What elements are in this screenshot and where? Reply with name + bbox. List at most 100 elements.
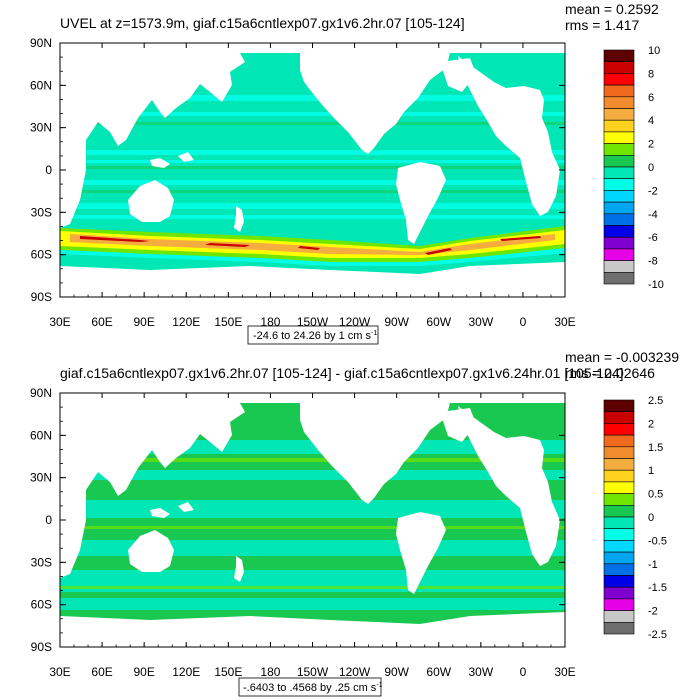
colorbar-label: 6 [648,92,654,104]
x-tick-label: 30E [554,665,575,679]
colorbar-swatch [603,493,635,506]
colorbar-swatch [603,423,635,436]
y-tick-label: 0 [45,163,52,177]
x-tick-label: 60W [426,665,451,679]
panel-title: giaf.c15a6cntlexp07.gx1v6.2hr.07 [105-12… [60,365,624,381]
x-tick-label: 90W [384,315,409,329]
y-tick-label: 60N [30,78,52,92]
map-field [60,43,565,297]
map-field [60,393,565,647]
colorbar-swatch [603,248,635,261]
range-box [238,677,382,697]
x-tick-label: 150W [297,665,329,679]
colorbar-label: 4 [648,115,654,127]
colorbar-swatch [603,516,635,529]
colorbar-label: 1.5 [648,442,663,454]
colorbar-swatch [603,610,635,623]
x-tick-label: 60E [91,665,112,679]
panel-difference: mean = -0.003239 rms = 0.02646 giaf.c15a… [30,349,679,697]
colorbar-swatch [603,504,635,518]
y-tick-label: 90N [30,36,52,50]
colorbar-label: -10 [648,279,664,291]
x-tick-label: 30W [468,665,493,679]
x-tick-label: 90E [133,315,154,329]
colorbar-swatch [603,411,635,424]
x-tick-label: 150E [214,315,242,329]
x-tick-label: 90E [133,665,154,679]
colorbar-label: 0 [648,512,654,524]
y-tick-label: 60S [31,248,52,262]
y-tick-label: 90N [30,386,52,400]
y-tick-label: 90S [31,640,52,654]
colorbar-swatch [603,458,635,471]
colorbar-swatch [603,236,635,250]
x-tick-label: 120W [339,315,371,329]
colorbar-swatch [603,61,635,74]
colorbar-label: -1 [648,559,658,571]
colorbar: 10 8 6 4 2 0 -2 -4 -6 -8 -10 [603,45,664,291]
colorbar-swatch [603,481,635,494]
x-tick-label: 120E [172,315,200,329]
colorbar-swatch [603,73,635,86]
acc-band [60,226,565,266]
colorbar-label: 2.5 [648,395,663,407]
colorbar-swatch [603,540,635,553]
colorbar-label: 0.5 [648,489,663,501]
panel-uvel: UVEL at z=1573.9m, giaf.c15a6cntlexp07.g… [30,1,664,345]
colorbar-swatch [603,119,635,133]
colorbar-label: -1.5 [648,582,667,594]
colorbar-swatch [603,155,635,168]
colorbar-swatch [603,563,635,576]
panel-title: UVEL at z=1573.9m, giaf.c15a6cntlexp07.g… [60,15,465,31]
colorbar-swatch [603,598,635,611]
x-tick-label: 180 [260,315,280,329]
colorbar-swatch [603,49,635,62]
y-tick-label: 30S [31,205,52,219]
x-tick-label: 30E [554,315,575,329]
range-box [247,325,379,345]
x-tick-label: 0 [520,665,527,679]
colorbar-swatch [603,178,635,191]
y-tick-label: 30N [30,121,52,135]
y-tick-label: 90S [31,290,52,304]
colorbar-swatch [603,399,635,412]
colorbar-swatch [603,271,635,285]
colorbar-swatch [603,108,635,121]
x-tick-label: 150W [297,315,329,329]
colorbar-label: -2 [648,185,658,197]
x-tick-label: 30W [468,315,493,329]
colorbar-label: 10 [648,45,660,57]
colorbar-swatch [603,96,635,109]
colorbar-label: -2 [648,606,658,618]
colorbar-label: -4 [648,209,658,221]
colorbar-label: 2 [648,418,654,430]
colorbar-label: -8 [648,256,658,268]
colorbar-swatch [603,143,635,156]
colorbar-label: 8 [648,68,654,80]
map-axes: 30E 60E 90E 120E 150E 180 150W 120W 90W 60W 30W 0 30… [30,36,576,329]
colorbar-swatch [603,621,635,635]
colorbar-swatch [603,575,635,588]
range-label: -.6403 to .4568 by .25 cm s-1 [243,682,383,694]
colorbar-swatch [603,469,635,483]
colorbar-swatch [603,586,635,600]
colorbar-swatch [603,201,635,215]
x-tick-label: 0 [520,315,527,329]
colorbar-label: -2.5 [648,629,667,641]
y-tick-label: 30N [30,471,52,485]
x-tick-label: 180 [260,665,280,679]
x-tick-label: 60W [426,315,451,329]
x-tick-label: 90W [384,665,409,679]
rms-label: rms = 1.417 [565,17,640,33]
x-tick-label: 30E [49,315,70,329]
colorbar-swatch [603,131,635,144]
colorbar-swatch [603,213,635,226]
rms-label: rms = 0.02646 [565,365,655,381]
y-tick-label: 30S [31,555,52,569]
range-label: -24.6 to 24.26 by 1 cm s-1 [253,330,377,342]
y-tick-label: 0 [45,513,52,527]
colorbar-label: 2 [648,139,654,151]
mean-label: mean = -0.003239 [565,349,679,365]
colorbar-swatch [603,434,635,448]
